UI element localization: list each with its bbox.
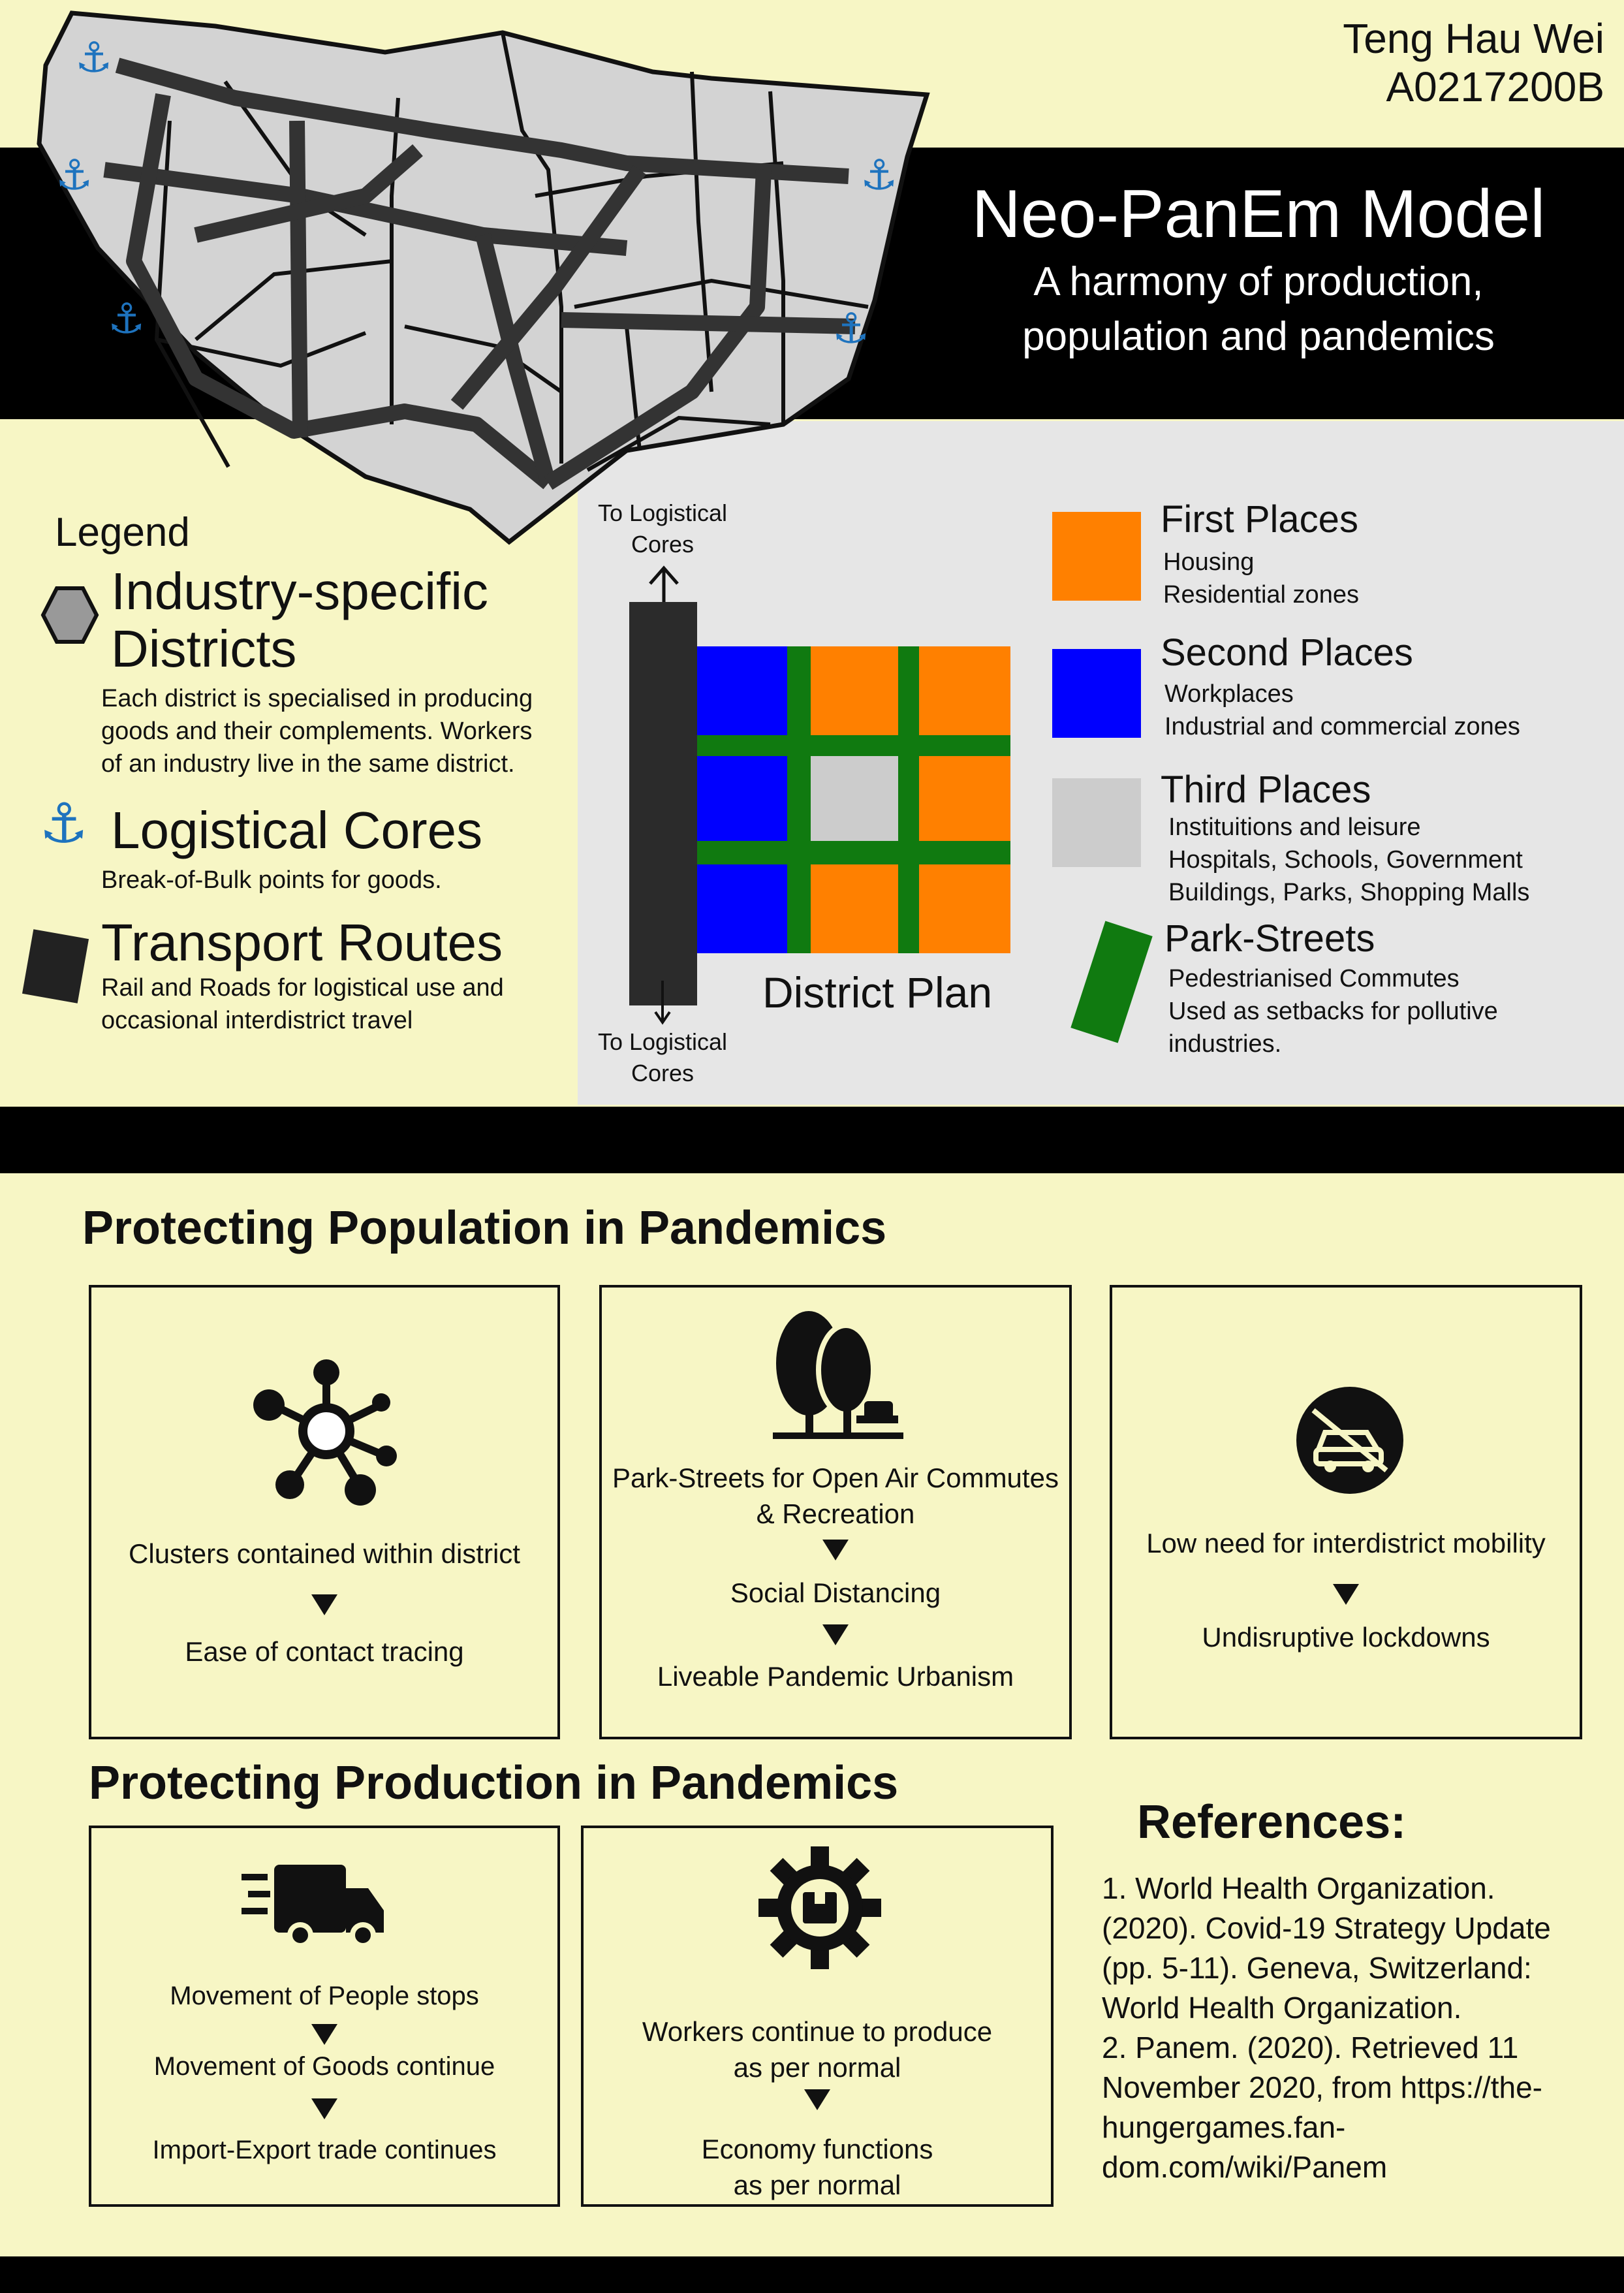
- page-title: Neo-PanEm Model: [971, 176, 1546, 252]
- page-subtitle-1: A harmony of production,: [1033, 259, 1484, 304]
- population-box-3-line-2: Undisruptive lockdowns: [1202, 1622, 1490, 1653]
- third-places-swatch: [1052, 778, 1141, 867]
- page-subtitle-2: population and pandemics: [1022, 314, 1495, 359]
- anchor-icon: ⚓: [860, 151, 898, 200]
- anchor-icon: ⚓: [55, 151, 93, 200]
- production-box-2-line-1: Workers continue to produce: [642, 2016, 993, 2047]
- plan-cell: [697, 864, 787, 953]
- legend-districts-desc: Each district is specialised in producin…: [101, 685, 533, 778]
- plan-arrow-down-icon: [654, 981, 671, 1025]
- legend-routes-title: Transport Routes: [101, 913, 503, 972]
- population-box-2-line-2: & Recreation: [756, 1498, 915, 1529]
- legend-heading: Legend: [55, 510, 190, 555]
- author-id: A0217200B: [1386, 63, 1604, 110]
- plan-top-label: To Logistical Cores: [597, 499, 728, 558]
- legend-cores-title: Logistical Cores: [111, 801, 483, 859]
- park-streets-desc: Pedestrianised Commutes Used as setbacks…: [1168, 965, 1498, 1058]
- plan-cell: [919, 864, 1010, 953]
- arrow-down-icon: [804, 2089, 830, 2110]
- arrow-down-icon: [311, 2024, 337, 2045]
- plan-bottom-label: To Logistical Cores: [597, 1028, 728, 1086]
- second-places-desc: Workplaces Industrial and commercial zon…: [1164, 680, 1520, 740]
- population-box-3: Low need for interdistrict mobility Undi…: [1110, 1285, 1582, 1739]
- arrow-down-icon: [311, 2098, 337, 2119]
- hexagon-icon: [40, 586, 99, 644]
- anchor-icon: ⚓: [39, 791, 89, 855]
- plan-cell: [697, 756, 787, 841]
- transport-square-icon: [22, 929, 89, 1004]
- district-map: ⚓ ⚓ ⚓ ⚓ ⚓: [37, 10, 930, 545]
- arrow-down-icon: [822, 1540, 849, 1560]
- first-places-title: First Places: [1161, 498, 1358, 541]
- middle-band: [0, 1107, 1624, 1173]
- production-box-1-line-2: Movement of Goods continue: [153, 2052, 495, 2081]
- arrow-down-icon: [1333, 1584, 1359, 1605]
- delivery-truck-icon: [242, 1865, 384, 1948]
- population-box-2-line-3: Social Distancing: [730, 1577, 941, 1608]
- park-trees-icon: [773, 1311, 903, 1439]
- network-icon: [253, 1359, 397, 1506]
- production-box-1: Movement of People stops Movement of Goo…: [89, 1826, 560, 2207]
- population-box-1-line-2: Ease of contact tracing: [185, 1636, 464, 1667]
- anchor-icon: ⚓: [75, 34, 112, 82]
- population-box-3-line-1: Low need for interdistrict mobility: [1146, 1528, 1546, 1558]
- plan-cell: [919, 756, 1010, 841]
- references-heading: References:: [1137, 1796, 1407, 1848]
- district-plan-label: District Plan: [762, 968, 993, 1017]
- third-places-title: Third Places: [1161, 768, 1371, 811]
- first-places-desc: Housing Residential zones: [1163, 548, 1359, 609]
- production-box-2: Workers continue to produce as per norma…: [581, 1826, 1054, 2207]
- legend-districts-title-2: Districts: [111, 620, 297, 678]
- population-box-1-line-1: Clusters contained within district: [129, 1538, 520, 1569]
- district-plan-grid: [697, 646, 1010, 953]
- population-box-2-line-1: Park-Streets for Open Air Commutes: [612, 1463, 1059, 1493]
- gear-box-icon: [758, 1846, 881, 1969]
- production-heading: Protecting Production in Pandemics: [89, 1757, 899, 1809]
- second-places-title: Second Places: [1161, 631, 1413, 674]
- references-list: 1. World Health Organization. (2020). Co…: [1102, 1871, 1551, 2184]
- bottom-band: [0, 2256, 1624, 2293]
- plan-cell: [697, 646, 787, 735]
- production-box-2-line-2: as per normal: [733, 2052, 901, 2083]
- no-car-icon: [1296, 1387, 1403, 1494]
- anchor-icon: ⚓: [832, 305, 869, 353]
- population-box-2-line-4: Liveable Pandemic Urbanism: [657, 1661, 1014, 1692]
- park-streets-title: Park-Streets: [1164, 917, 1375, 960]
- production-box-2-line-3: Economy functions: [701, 2134, 933, 2164]
- plan-cell: [811, 864, 898, 953]
- population-box-1: Clusters contained within district Ease …: [89, 1285, 560, 1739]
- third-places-desc: Instituitions and leisure Hospitals, Sch…: [1168, 814, 1530, 906]
- population-box-2: Park-Streets for Open Air Commutes & Rec…: [599, 1285, 1072, 1739]
- legend-districts-title-1: Industry-specific: [111, 562, 488, 620]
- legend-cores-desc: Break-of-Bulk points for goods.: [101, 866, 442, 894]
- production-box-2-line-4: as per normal: [733, 2170, 901, 2200]
- arrow-down-icon: [822, 1624, 849, 1645]
- plan-cell: [811, 756, 898, 841]
- plan-cell: [919, 646, 1010, 735]
- transport-route-bar: [629, 602, 697, 1005]
- production-box-1-line-1: Movement of People stops: [170, 1982, 479, 2010]
- author-name: Teng Hau Wei: [1343, 15, 1604, 62]
- author-block: Teng Hau Wei A0217200B: [1213, 14, 1604, 111]
- production-box-1-line-3: Import-Export trade continues: [152, 2136, 497, 2164]
- first-places-swatch: [1052, 512, 1141, 601]
- population-heading: Protecting Population in Pandemics: [82, 1202, 887, 1254]
- plan-cell: [811, 646, 898, 735]
- arrow-down-icon: [311, 1594, 337, 1615]
- anchor-icon: ⚓: [108, 295, 145, 343]
- second-places-swatch: [1052, 649, 1141, 738]
- legend-routes-desc: Rail and Roads for logistical use and oc…: [101, 974, 504, 1034]
